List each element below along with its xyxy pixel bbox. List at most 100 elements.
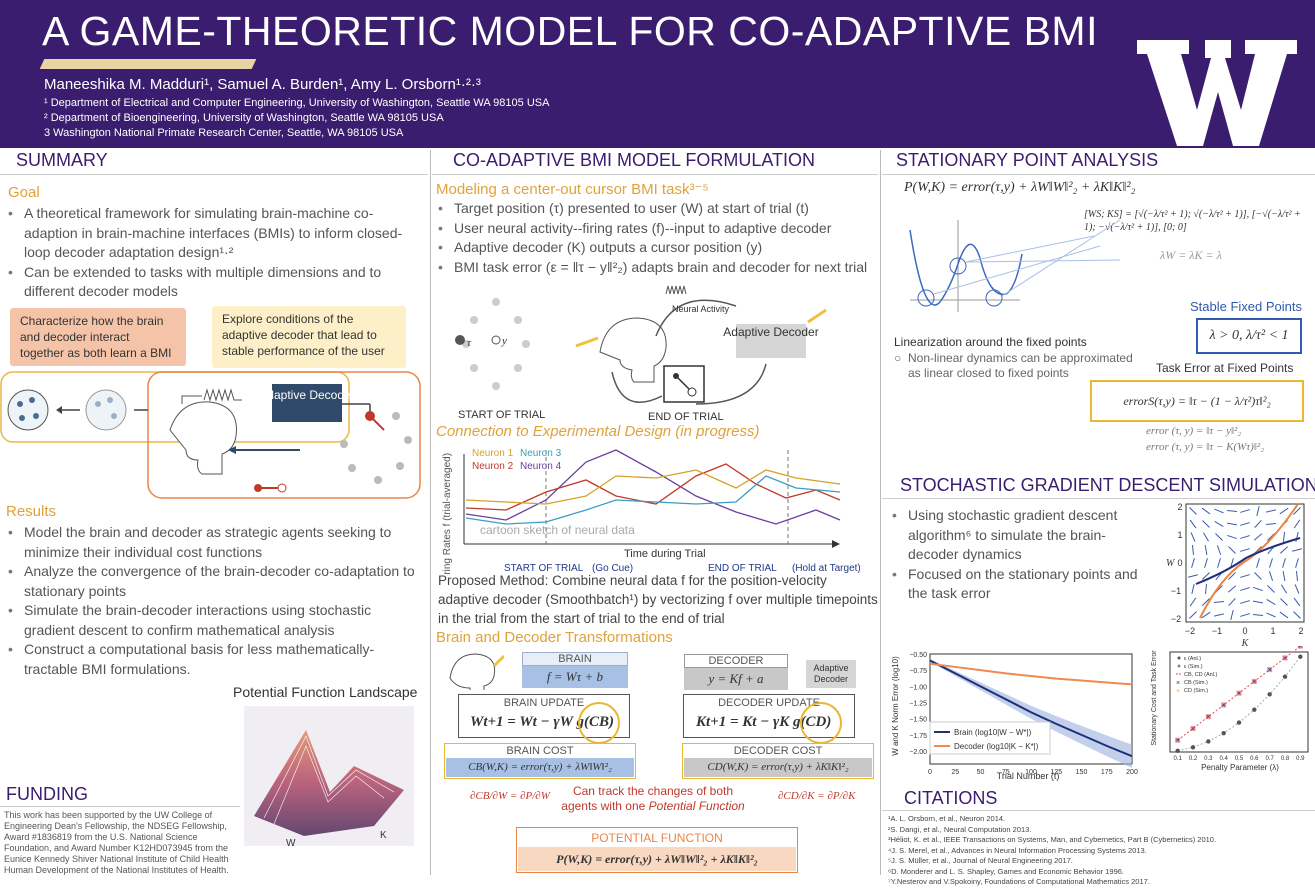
vector-arrow — [1191, 584, 1195, 594]
track-emphasis: Potential Function — [648, 799, 745, 813]
epsilon-point — [1206, 739, 1211, 744]
chart2-legend: ε (Anl.) — [1184, 656, 1201, 662]
vector-arrow — [1254, 519, 1262, 529]
svg-text:START OF TRIAL: START OF TRIAL — [458, 409, 545, 421]
epsilon-point — [1267, 692, 1272, 697]
svg-text:END OF TRIAL: END OF TRIAL — [648, 411, 724, 423]
vector-arrow — [1266, 612, 1276, 618]
brain-cost-eq: CB(W,K) = error(τ,y) + λW‖W‖²₂ — [446, 758, 634, 777]
sgd-heading: STOCHASTIC GRADIENT DESCENT SIMULATIONS — [900, 475, 1315, 495]
task-item: Target position (τ) presented to user (W… — [436, 199, 876, 219]
sgd-item: Using stochastic gradient descent algori… — [890, 506, 1154, 565]
error-def-2: error (τ, y) = ‖τ − K(Wτ)‖²₂ — [1146, 441, 1265, 453]
svg-text:2: 2 — [1177, 502, 1182, 512]
vector-arrow — [1295, 532, 1299, 542]
cost-point — [1236, 690, 1242, 696]
track-text: Can track the changes of both agents wit… — [561, 784, 745, 813]
decoder-eq: y = Kf + a — [684, 668, 788, 690]
vector-arrow — [1201, 611, 1211, 619]
brain-eq: f = Wτ + b — [522, 666, 628, 688]
svg-text:y: y — [501, 335, 507, 347]
vector-arrow — [1188, 574, 1198, 578]
citation-item: ⁷Y.Nesterov and V.Spokoiny, Foundations … — [888, 877, 1150, 886]
cost-point — [1190, 725, 1196, 731]
vector-arrow — [1254, 572, 1262, 580]
citation-item: ⁴J. S. Merel, et al., Advances in Neural… — [888, 845, 1147, 855]
brain-cost-label: BRAIN COST — [506, 745, 574, 757]
uw-logo-icon — [1137, 40, 1297, 146]
brain-update-eq: Wt+1 = Wt − γW g(CB) — [470, 714, 614, 730]
svg-text:1: 1 — [1177, 530, 1182, 540]
cost-point — [1205, 714, 1211, 720]
vector-arrow — [1279, 611, 1289, 619]
vector-arrow — [1203, 532, 1209, 542]
cost-point — [1282, 655, 1288, 661]
characterize-box: Characterize how the brain and decoder i… — [10, 308, 186, 366]
vector-arrow — [1279, 546, 1289, 554]
chart1-legend-decoder: Decoder (log10|K − K*|) — [954, 742, 1039, 751]
vector-arrow — [1265, 522, 1277, 526]
vector-arrow — [1279, 507, 1289, 515]
task-item: BMI task error (ε = ‖τ − y‖²₂) adapts br… — [436, 258, 876, 278]
citation-item: ⁶D. Monderer and L. S. Shapley, Games an… — [888, 866, 1124, 876]
vector-arrow — [1214, 508, 1224, 514]
vector-arrow — [1204, 544, 1208, 556]
vector-arrow — [1292, 548, 1302, 552]
decoder-label: DECODER — [684, 654, 788, 668]
cost-point — [1297, 646, 1303, 649]
decoder-update-label: DECODER UPDATE — [718, 697, 820, 709]
brain-update-label: BRAIN UPDATE — [503, 697, 585, 709]
chart2-ylabel: Stationary Cost and Task Error — [1151, 650, 1158, 746]
task-item: User neural activity--firing rates (f)--… — [436, 219, 876, 239]
vector-arrow — [1189, 507, 1197, 515]
svg-text:0: 0 — [1242, 626, 1247, 636]
column-divider — [880, 150, 881, 875]
potential-box — [516, 827, 798, 873]
vector-arrow — [1267, 585, 1275, 593]
vector-arrow — [1293, 611, 1301, 619]
lambda-eq: λW = λK = λ — [1160, 248, 1222, 262]
cb-sim-point: × — [1283, 655, 1287, 662]
goal-item: A theoretical framework for simulating b… — [6, 204, 424, 263]
decoder-cost-label: DECODER COST — [733, 745, 823, 757]
svg-text:Adaptive Decoder: Adaptive Decoder — [723, 325, 818, 339]
vector-arrow — [1240, 522, 1250, 526]
cost-point — [1175, 737, 1181, 743]
highlight-circle — [578, 702, 620, 744]
chart2-xtick: 0.3 — [1204, 756, 1213, 762]
chart2-xtick: 0.2 — [1189, 756, 1198, 762]
citations-heading: CITATIONS — [904, 788, 998, 808]
vector-arrow — [1240, 535, 1250, 539]
chart2-xtick: 0.5 — [1235, 756, 1244, 762]
epsilon-point — [1221, 730, 1226, 736]
vector-arrow — [1240, 600, 1250, 604]
svg-text:Firing Rates f (trial-averaged: Firing Rates f (trial-averaged) — [442, 453, 453, 574]
decoder-cost-box — [682, 743, 874, 779]
chart1-ytick: −1.00 — [909, 684, 927, 691]
chart2-xtick: 0.9 — [1296, 756, 1305, 762]
vector-arrow — [1282, 570, 1286, 582]
chart1-xtick: 75 — [1002, 769, 1010, 776]
highlight-circle — [800, 702, 842, 744]
vector-arrow — [1252, 600, 1264, 604]
chart1-xtick: 175 — [1101, 769, 1113, 776]
svg-text:cartoon sketch of neural data: cartoon sketch of neural data — [480, 523, 635, 537]
svg-text:τ: τ — [467, 337, 472, 349]
results-item: Model the brain and decoder as strategic… — [6, 523, 424, 562]
brain-icon — [449, 653, 504, 690]
cb-sim-point: × — [1206, 714, 1210, 721]
task-error-title: Task Error at Fixed Points — [1156, 361, 1294, 375]
chart2-legend: CB (Sim.) — [1184, 680, 1208, 686]
funding-text: This work has been supported by the UW C… — [4, 810, 229, 875]
cb-sim-point: × — [1222, 702, 1226, 709]
vector-arrow — [1253, 586, 1263, 592]
penalty-chart: Stationary Cost and Task Error Penalty P… — [1151, 646, 1309, 772]
results-list: Model the brain and decoder as strategic… — [6, 523, 424, 679]
firing-rates-sketch: Firing Rates f (trial-averaged) Neuron 1… — [442, 448, 861, 574]
stationary-heading: STATIONARY POINT ANALYSIS — [896, 150, 1159, 170]
sgd-list: Using stochastic gradient descent algori… — [890, 506, 1154, 604]
vector-arrow — [1226, 522, 1238, 526]
vector-arrow — [1256, 558, 1260, 568]
vector-arrow — [1202, 520, 1210, 528]
chart2-xtick: 0.1 — [1173, 756, 1182, 762]
